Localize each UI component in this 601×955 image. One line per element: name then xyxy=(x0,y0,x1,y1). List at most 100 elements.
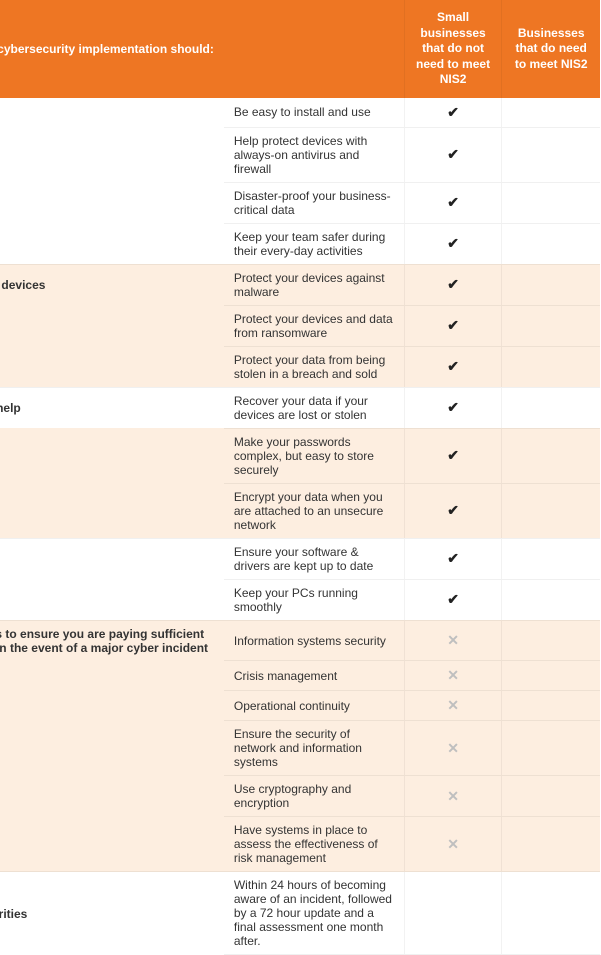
check-icon: ✔ xyxy=(447,550,459,566)
check-icon: ✔ xyxy=(447,194,459,210)
group-label: Have backup available to help xyxy=(0,387,224,428)
group-label-continuation xyxy=(0,346,224,387)
business-nis2-cell xyxy=(502,127,600,182)
business-nis2-cell xyxy=(502,483,600,538)
small-business-cell: ✔ xyxy=(404,387,502,428)
group-label: Have security installed on devices xyxy=(0,264,224,305)
recommendation-text: Protect your data from being stolen in a… xyxy=(224,346,404,387)
table-row: Crisis management ✕ xyxy=(0,661,600,691)
recommendation-text: Ensure your software & drivers are kept … xyxy=(224,538,404,579)
business-nis2-cell xyxy=(502,691,600,721)
table-row: Ensure the security of network and infor… xyxy=(0,721,600,776)
recommendation-text: Help protect devices with always-on anti… xyxy=(224,127,404,182)
small-business-cell: ✔ xyxy=(404,346,502,387)
table-header-row: We recommend that your cybersecurity imp… xyxy=(0,0,600,98)
group-label-continuation xyxy=(0,817,224,872)
small-business-cell: ✔ xyxy=(404,264,502,305)
group-label: Conduct risk assessments to ensure you a… xyxy=(0,620,224,661)
business-nis2-cell xyxy=(502,264,600,305)
table-row: Protect your devices and data from ranso… xyxy=(0,305,600,346)
recommendation-text: Crisis management xyxy=(224,661,404,691)
table-row: Disaster-proof your business-critical da… xyxy=(0,182,600,223)
table-row: Help protect devices with always-on anti… xyxy=(0,127,600,182)
check-icon: ✔ xyxy=(447,399,459,415)
business-nis2-cell xyxy=(502,817,600,872)
business-nis2-cell xyxy=(502,428,600,483)
group-label-continuation xyxy=(0,691,224,721)
group-label-continuation xyxy=(0,661,224,691)
group-label: Notify their national authorities xyxy=(0,872,224,955)
header-recommendation: We recommend that your cybersecurity imp… xyxy=(0,0,224,98)
cross-icon: ✕ xyxy=(447,667,459,683)
small-business-cell: ✕ xyxy=(404,620,502,661)
group-label-continuation xyxy=(0,776,224,817)
business-nis2-cell xyxy=(502,387,600,428)
business-nis2-cell xyxy=(502,538,600,579)
table-row: Keep your team safer during their every-… xyxy=(0,223,600,264)
group-label-continuation xyxy=(0,223,224,264)
table-row: Use cryptography and encryption ✕ xyxy=(0,776,600,817)
table-row: Conduct risk assessments to ensure you a… xyxy=(0,620,600,661)
recommendation-text: Operational continuity xyxy=(224,691,404,721)
recommendation-text: Recover your data if your devices are lo… xyxy=(224,387,404,428)
recommendation-text: Be easy to install and use xyxy=(224,98,404,128)
check-icon: ✔ xyxy=(447,317,459,333)
business-nis2-cell xyxy=(502,776,600,817)
group-label-continuation xyxy=(0,579,224,620)
small-business-cell: ✔ xyxy=(404,127,502,182)
business-nis2-cell xyxy=(502,872,600,955)
check-icon: ✔ xyxy=(447,104,459,120)
small-business-cell: ✔ xyxy=(404,223,502,264)
small-business-cell: ✔ xyxy=(404,98,502,128)
table-row: Operational continuity ✕ xyxy=(0,691,600,721)
check-icon: ✔ xyxy=(447,591,459,607)
small-business-cell: ✕ xyxy=(404,721,502,776)
group-label-continuation xyxy=(0,721,224,776)
business-nis2-cell xyxy=(502,346,600,387)
business-nis2-cell xyxy=(502,223,600,264)
cross-icon: ✕ xyxy=(447,632,459,648)
recommendation-text: Encrypt your data when you are attached … xyxy=(224,483,404,538)
recommendation-text: Use cryptography and encryption xyxy=(224,776,404,817)
cross-icon: ✕ xyxy=(447,836,459,852)
header-recommendation-ext xyxy=(224,0,404,98)
small-business-cell: ✔ xyxy=(404,305,502,346)
check-icon: ✔ xyxy=(447,447,459,463)
table-row: Encrypt your data when you are attached … xyxy=(0,483,600,538)
small-business-cell: ✔ xyxy=(404,428,502,483)
check-icon: ✔ xyxy=(447,146,459,162)
recommendation-text: Within 24 hours of becoming aware of an … xyxy=(224,872,404,955)
group-label: Have utilities to help xyxy=(0,538,224,579)
header-business-nis2: Businesses that do need to meet NIS2 xyxy=(502,0,600,98)
cybersecurity-table: We recommend that your cybersecurity imp… xyxy=(0,0,600,955)
cross-icon: ✕ xyxy=(447,788,459,804)
recommendation-text: Have systems in place to assess the effe… xyxy=(224,817,404,872)
recommendation-text: Keep your PCs running smoothly xyxy=(224,579,404,620)
cross-icon: ✕ xyxy=(447,697,459,713)
business-nis2-cell xyxy=(502,305,600,346)
check-icon: ✔ xyxy=(447,358,459,374)
group-label-continuation xyxy=(0,483,224,538)
cross-icon: ✕ xyxy=(447,740,459,756)
group-label-continuation xyxy=(0,127,224,182)
small-business-cell: ✔ xyxy=(404,538,502,579)
small-business-cell: ✕ xyxy=(404,691,502,721)
recommendation-text: Keep your team safer during their every-… xyxy=(224,223,404,264)
table-row: Have backup available to helpRecover you… xyxy=(0,387,600,428)
business-nis2-cell xyxy=(502,579,600,620)
table-row: Have security installed on devicesProtec… xyxy=(0,264,600,305)
business-nis2-cell xyxy=(502,661,600,691)
recommendation-text: Make your passwords complex, but easy to… xyxy=(224,428,404,483)
check-icon: ✔ xyxy=(447,276,459,292)
small-business-cell: ✕ xyxy=(404,661,502,691)
small-business-cell: ✔ xyxy=(404,579,502,620)
check-icon: ✔ xyxy=(447,502,459,518)
recommendation-text: Protect your devices and data from ranso… xyxy=(224,305,404,346)
small-business-cell: ✔ xyxy=(404,483,502,538)
group-label: Be easy xyxy=(0,98,224,128)
group-label: Have privacy built-in xyxy=(0,428,224,483)
header-small-business: Small businesses that do not need to mee… xyxy=(404,0,502,98)
table-row: Keep your PCs running smoothly ✔ xyxy=(0,579,600,620)
table-row: Have utilities to helpEnsure your softwa… xyxy=(0,538,600,579)
group-label-continuation xyxy=(0,305,224,346)
